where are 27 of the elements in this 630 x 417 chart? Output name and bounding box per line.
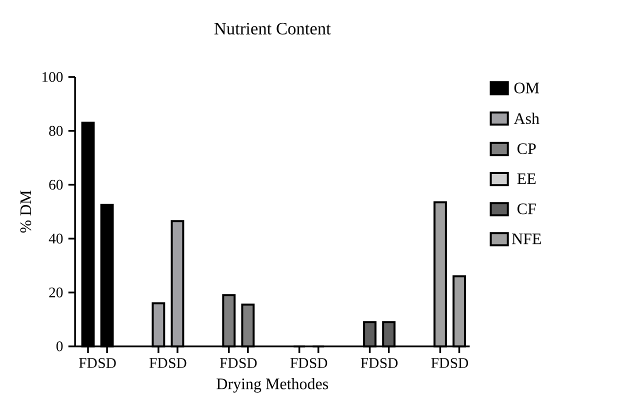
legend-label: CF bbox=[517, 203, 536, 214]
legend-label: Ash bbox=[514, 112, 540, 124]
legend-label: OM bbox=[514, 82, 540, 94]
x-tick-label: SD bbox=[380, 358, 398, 368]
x-tick-label: SD bbox=[450, 358, 468, 368]
x-tick-label: FD bbox=[220, 358, 238, 368]
legend-label: EE bbox=[517, 173, 536, 184]
y-axis-title: % DM bbox=[20, 190, 32, 233]
x-tick-label: FD bbox=[431, 358, 449, 368]
x-tick-label: SD bbox=[98, 358, 116, 368]
x-tick-label: FD bbox=[79, 358, 97, 368]
y-tick-label: 100 bbox=[42, 72, 63, 82]
x-tick-label: FD bbox=[290, 358, 308, 368]
x-tick-label: FD bbox=[360, 358, 379, 368]
x-tick-label: SD bbox=[240, 358, 257, 368]
y-tick-label: 20 bbox=[49, 288, 63, 298]
chart-title: Nutrient Content bbox=[214, 22, 331, 35]
x-tick-label: FD bbox=[149, 358, 168, 368]
legend-label: CP bbox=[517, 143, 536, 154]
y-tick-label: 0 bbox=[56, 341, 63, 352]
x-tick-label: SD bbox=[169, 358, 186, 368]
y-tick-label: 80 bbox=[49, 126, 63, 136]
legend-label: NFE bbox=[512, 234, 541, 244]
y-tick-label: 60 bbox=[49, 180, 63, 190]
x-axis-title: Drying Methodes bbox=[216, 378, 328, 393]
x-tick-label: SD bbox=[310, 358, 328, 368]
y-tick-label: 40 bbox=[48, 234, 63, 244]
